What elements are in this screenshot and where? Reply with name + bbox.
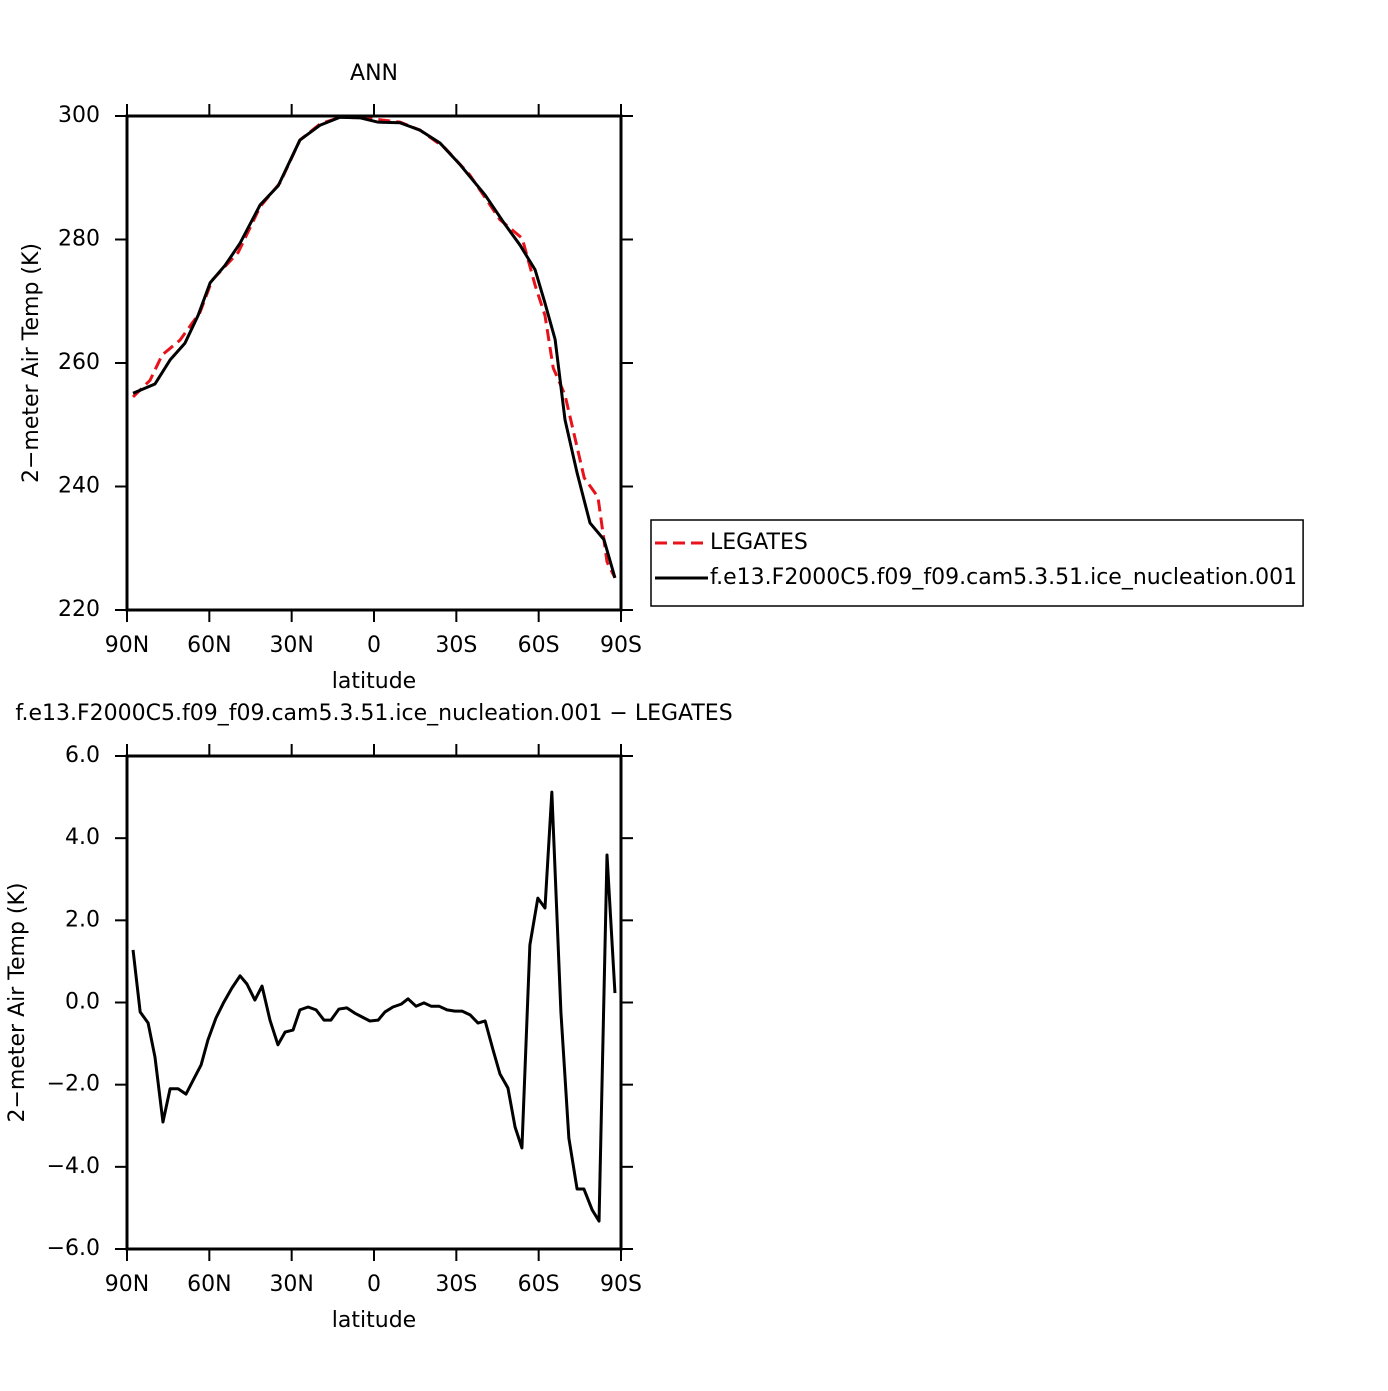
data-line: [132, 115, 617, 579]
x-tick-label: 60S: [518, 1272, 560, 1297]
x-axis-label: latitude: [332, 1308, 416, 1333]
plot-frame: [125, 754, 623, 1251]
y-axis-label: 2−meter Air Temp (K): [19, 243, 44, 483]
y-tick-label: 4.0: [65, 825, 100, 850]
x-tick-label: 30N: [269, 633, 313, 658]
y-tick-label: 280: [58, 227, 100, 252]
y-tick-label: 260: [58, 350, 100, 375]
x-tick-label: 60N: [187, 633, 231, 658]
y-tick-label: 2.0: [65, 907, 100, 932]
y-tick-label: −2.0: [47, 1072, 100, 1097]
y-tick-label: −4.0: [47, 1154, 100, 1179]
legend: LEGATES f.e13.F2000C5.f09_f09.cam5.3.51.i…: [650, 519, 1304, 607]
chart-title: f.e13.F2000C5.f09_f09.cam5.3.51.ice_nucl…: [15, 701, 732, 726]
x-tick-label: 90S: [600, 633, 642, 658]
y-tick-label: 6.0: [65, 743, 100, 768]
x-tick-label: 30N: [269, 1272, 313, 1297]
x-tick-label: 0: [367, 633, 381, 658]
legend-label: f.e13.F2000C5.f09_f09.cam5.3.51.ice_nucl…: [710, 565, 1297, 590]
y-tick-label: 220: [58, 597, 100, 622]
x-tick-label: 30S: [435, 1272, 477, 1297]
legend-box: [650, 519, 1304, 607]
x-tick-label: 60S: [518, 633, 560, 658]
x-tick-label: 90N: [105, 633, 149, 658]
y-tick-label: 240: [58, 474, 100, 499]
legend-label: LEGATES: [710, 530, 808, 555]
data-line: [131, 790, 617, 1223]
plot-frame: [125, 114, 623, 612]
y-tick-label: −6.0: [47, 1236, 100, 1261]
y-tick-label: 300: [58, 103, 100, 128]
data-line: [131, 115, 617, 579]
x-tick-label: 90N: [105, 1272, 149, 1297]
x-axis-label: latitude: [332, 669, 416, 694]
x-tick-label: 60N: [187, 1272, 231, 1297]
x-tick-label: 90S: [600, 1272, 642, 1297]
x-tick-label: 0: [367, 1272, 381, 1297]
x-tick-label: 30S: [435, 633, 477, 658]
y-axis-label: 2−meter Air Temp (K): [5, 882, 30, 1122]
y-tick-label: 0.0: [65, 990, 100, 1015]
chart-title: ANN: [350, 61, 398, 86]
